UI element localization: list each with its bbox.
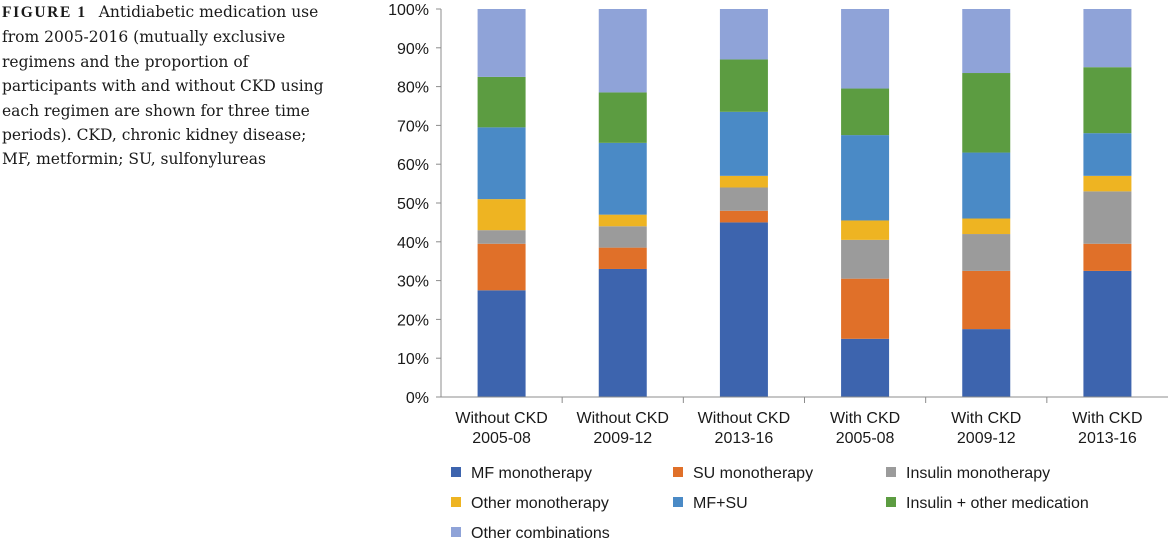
x-tick-label: 2013-16 bbox=[1078, 430, 1137, 447]
bar-segment bbox=[1083, 67, 1132, 134]
bar-segment bbox=[841, 88, 890, 136]
x-tick-label: 2005-08 bbox=[472, 430, 531, 447]
legend-swatch bbox=[673, 467, 683, 477]
bar-segment bbox=[719, 59, 768, 112]
legend-swatch bbox=[673, 497, 683, 507]
y-tick-label: 20% bbox=[397, 312, 429, 329]
bar-segment bbox=[962, 73, 1011, 153]
y-tick-label: 0% bbox=[406, 390, 429, 407]
bar-segment bbox=[477, 76, 526, 128]
bar-segment bbox=[477, 243, 526, 291]
bar-segment bbox=[962, 234, 1011, 271]
caption-text: Antidiabetic medication use from 2005-20… bbox=[2, 3, 324, 169]
bar-segment bbox=[719, 175, 768, 188]
bar-segment bbox=[841, 220, 890, 240]
bar-segment bbox=[1083, 270, 1132, 397]
y-tick-label: 80% bbox=[397, 80, 429, 97]
legend-swatch bbox=[451, 497, 461, 507]
x-tick-label: Without CKD bbox=[455, 410, 547, 427]
legend-swatch bbox=[886, 467, 896, 477]
bar-segment bbox=[719, 111, 768, 176]
bar-segment bbox=[598, 214, 647, 227]
legend-swatch bbox=[451, 527, 461, 537]
bar-segment bbox=[477, 230, 526, 244]
bar-segment bbox=[719, 9, 768, 60]
legend-swatch bbox=[886, 497, 896, 507]
bar-segment bbox=[1083, 191, 1132, 244]
bar-segment bbox=[1083, 175, 1132, 192]
bar-segment bbox=[841, 278, 890, 339]
legend-label: Insulin monotherapy bbox=[906, 465, 1050, 482]
x-tick-label: 2009-12 bbox=[593, 430, 652, 447]
legend-label: MF+SU bbox=[693, 495, 748, 512]
x-tick-label: 2013-16 bbox=[715, 430, 774, 447]
bar-segment bbox=[962, 9, 1011, 74]
bar-segment bbox=[719, 187, 768, 211]
legend-swatch bbox=[451, 467, 461, 477]
legend-label: Insulin + other medication bbox=[906, 495, 1089, 512]
bar-segment bbox=[841, 9, 890, 89]
x-tick-label: 2009-12 bbox=[957, 430, 1016, 447]
y-tick-label: 10% bbox=[397, 351, 429, 368]
bar-segment bbox=[477, 9, 526, 77]
y-tick-label: 70% bbox=[397, 118, 429, 135]
bar-segment bbox=[477, 290, 526, 397]
figure-caption: FIGURE 1 Antidiabetic medication use from… bbox=[2, 0, 332, 172]
bar-segment bbox=[1083, 133, 1132, 176]
legend-label: Other combinations bbox=[471, 525, 610, 541]
x-tick-label: 2005-08 bbox=[836, 430, 895, 447]
x-tick-label: With CKD bbox=[1072, 410, 1142, 427]
bar-segment bbox=[719, 210, 768, 223]
legend-label: MF monotherapy bbox=[471, 465, 592, 482]
legend-label: SU monotherapy bbox=[693, 465, 813, 482]
bar-segment bbox=[598, 9, 647, 93]
x-tick-label: With CKD bbox=[830, 410, 900, 427]
bar-segment bbox=[962, 270, 1011, 330]
bar-segment bbox=[841, 239, 890, 279]
bar-segment bbox=[1083, 243, 1132, 271]
bar-segment bbox=[841, 135, 890, 221]
y-tick-label: 90% bbox=[397, 41, 429, 58]
bar-segment bbox=[598, 226, 647, 248]
legend-label: Other monotherapy bbox=[471, 495, 609, 512]
bar-segment bbox=[719, 222, 768, 397]
bar-segment bbox=[598, 268, 647, 397]
bar-segment bbox=[598, 247, 647, 269]
bar-segment bbox=[841, 338, 890, 397]
bar-segment bbox=[962, 329, 1011, 397]
bar-segment bbox=[477, 199, 526, 231]
y-tick-label: 50% bbox=[397, 196, 429, 213]
x-tick-label: Without CKD bbox=[577, 410, 669, 427]
x-tick-label: With CKD bbox=[951, 410, 1021, 427]
bar-segment bbox=[1083, 9, 1132, 68]
bar-segment bbox=[962, 218, 1011, 235]
y-tick-label: 100% bbox=[388, 2, 429, 19]
y-tick-label: 40% bbox=[397, 235, 429, 252]
bar-segment bbox=[598, 92, 647, 143]
x-tick-label: Without CKD bbox=[698, 410, 790, 427]
bar-segment bbox=[598, 142, 647, 215]
y-tick-label: 30% bbox=[397, 274, 429, 291]
bar-segment bbox=[477, 127, 526, 200]
figure-label: FIGURE 1 bbox=[2, 4, 87, 21]
bar-segment bbox=[962, 152, 1011, 219]
y-tick-label: 60% bbox=[397, 157, 429, 174]
